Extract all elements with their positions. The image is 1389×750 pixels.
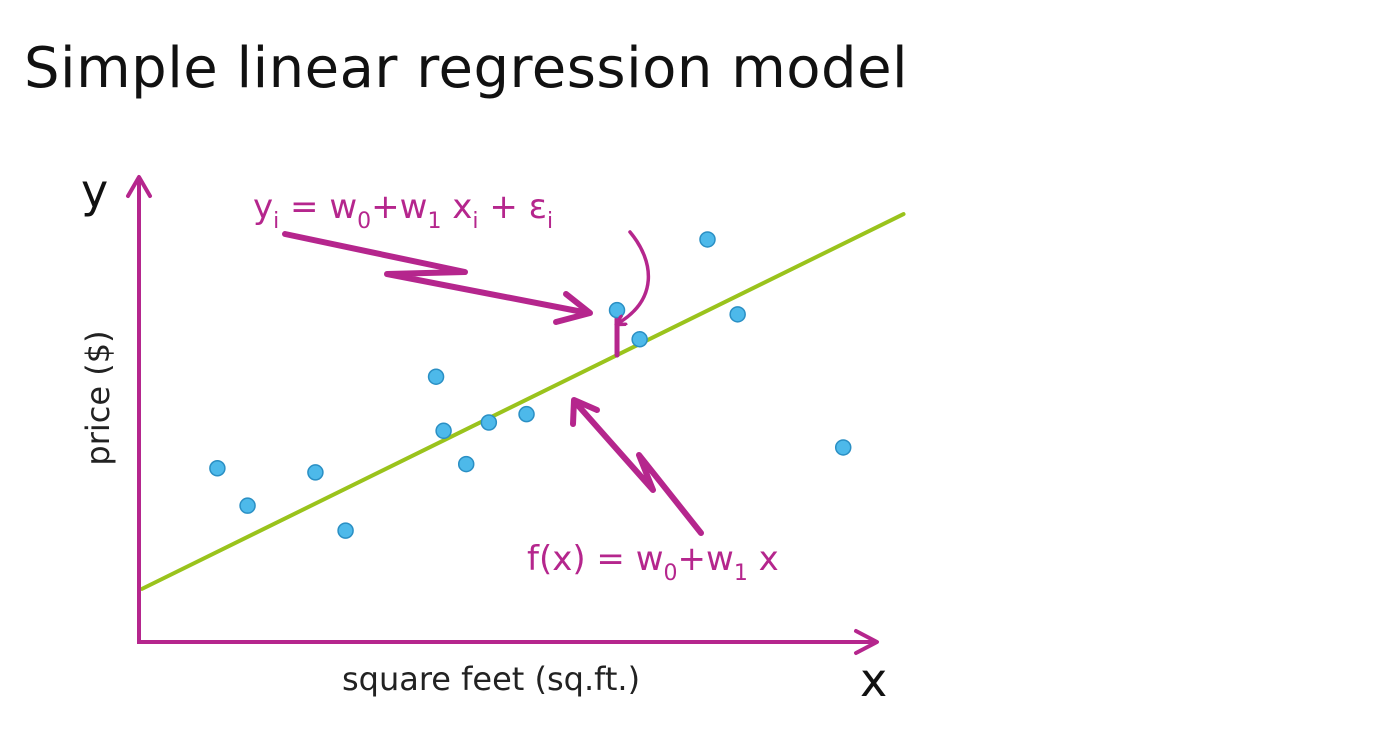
data-point-9	[518, 405, 535, 423]
data-point-3	[307, 464, 324, 481]
observation-arrow	[282, 231, 591, 316]
eq1-epsilon: ε	[529, 187, 547, 227]
regression-line	[140, 212, 906, 591]
eq1-sub-i: i	[273, 209, 279, 234]
eq1-sub-0: 0	[357, 209, 371, 234]
model-arrow	[572, 399, 704, 536]
eq2-w1: w	[706, 539, 734, 579]
model-arrowhead	[570, 397, 600, 427]
eq2-sub-1: 1	[734, 561, 748, 586]
data-points	[209, 231, 852, 539]
eq2-x: x	[748, 539, 779, 579]
y-axis-letter: y	[81, 164, 108, 218]
data-point-2	[239, 497, 256, 514]
error-arrow	[617, 230, 650, 324]
slide-title: Simple linear regression model	[24, 36, 909, 101]
eq1-equals: =	[279, 187, 329, 227]
eq1-x: x	[441, 187, 472, 227]
eq2-fx: f(x) =	[527, 539, 636, 579]
data-point-12	[699, 231, 716, 248]
eq1-y: y	[253, 187, 273, 227]
x-axis-label: square feet (sq.ft.)	[342, 660, 640, 698]
data-point-7	[457, 455, 475, 473]
data-point-14	[834, 439, 852, 456]
eq1-sub-i3: i	[547, 209, 553, 234]
data-point-6	[435, 422, 452, 440]
data-point-4	[337, 522, 354, 539]
data-point-5	[427, 368, 445, 385]
y-axis-label: price ($)	[79, 330, 117, 465]
eq1-w1: w	[400, 187, 428, 227]
eq1-w0: w	[329, 187, 357, 227]
data-point-1	[209, 459, 226, 477]
x-axis-letter: x	[860, 653, 887, 707]
eq2-plus: +	[678, 539, 707, 579]
eq2-w0: w	[636, 539, 664, 579]
model-equation: f(x) = w0+w1 x	[527, 539, 779, 586]
data-point-11	[631, 331, 648, 348]
x-axis-arrowhead	[854, 629, 879, 655]
eq1-sub-i2: i	[472, 209, 478, 234]
data-point-8	[480, 414, 498, 431]
y-axis-arrowhead	[126, 175, 152, 198]
eq2-sub-0: 0	[664, 561, 678, 586]
eq1-sub-1: 1	[427, 209, 441, 234]
observation-equation: yi = w0+w1 xi + εi	[253, 187, 553, 234]
data-point-13	[729, 306, 746, 323]
eq1-plus2: +	[479, 187, 529, 227]
data-point-10	[608, 301, 626, 319]
observation-arrowhead	[553, 291, 593, 325]
eq1-plus: +	[371, 187, 400, 227]
